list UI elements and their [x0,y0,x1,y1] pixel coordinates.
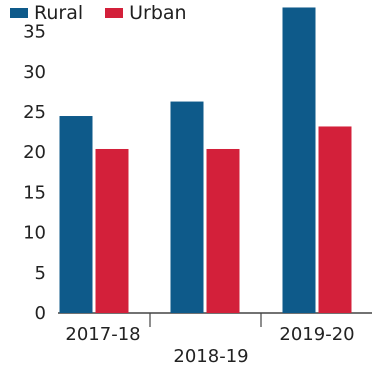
legend-item-rural: Rural [10,2,83,24]
y-tick-label-2: 10 [23,223,46,244]
bar-urban-0 [95,148,129,313]
legend-label-rural: Rural [34,2,84,24]
chart-legend: Rural Urban [10,2,187,24]
y-tick-label-4: 20 [23,142,46,163]
legend-swatch-urban [105,8,124,18]
bar-rural-2 [282,7,316,313]
bar-rural-0 [59,116,93,314]
x-tick-label-2: 2019-20 [279,324,354,345]
y-tick-label-5: 25 [23,102,46,123]
y-tick-label-3: 15 [23,182,46,203]
y-tick-label-0: 0 [35,303,46,324]
x-tick-label-0: 2017-18 [65,324,140,345]
legend-label-urban: Urban [129,2,187,24]
y-tick-label-6: 30 [23,62,46,83]
bar-urban-1 [206,148,240,313]
y-tick-label-1: 5 [35,263,46,284]
legend-swatch-rural [10,8,28,18]
y-tick-label-7: 35 [23,22,46,43]
x-tick-label-1: 2018-19 [173,346,248,367]
bar-rural-1 [170,101,204,313]
bar-urban-2 [318,126,352,313]
legend-item-urban: Urban [105,2,187,24]
